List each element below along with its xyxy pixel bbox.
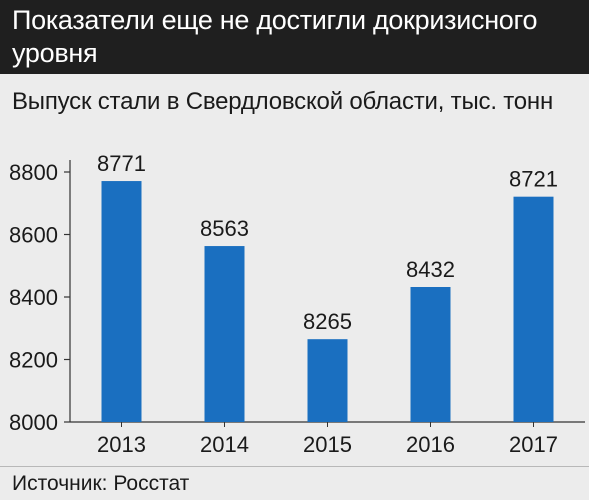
- x-tick-label: 2015: [303, 432, 352, 457]
- bar-value-label: 8721: [509, 167, 558, 192]
- chart-subtitle: Выпуск стали в Свердловской области, тыс…: [12, 88, 554, 115]
- bar-value-label: 8563: [200, 216, 249, 241]
- x-tick-label: 2016: [406, 432, 455, 457]
- y-tick-label: 8600: [9, 223, 58, 248]
- y-tick-label: 8800: [9, 160, 58, 185]
- y-tick-label: 8000: [9, 410, 58, 435]
- source-note: Источник: Росстат: [12, 472, 190, 495]
- x-tick-label: 2014: [200, 432, 249, 457]
- bar-chart-plot: 8000 8200 8400 8600 8800 8771 2013 8563 2014 8265…: [9, 151, 585, 457]
- bar: [410, 287, 451, 422]
- y-tick-label: 8400: [9, 285, 58, 310]
- bar: [513, 196, 554, 422]
- y-tick-label: 8200: [9, 348, 58, 373]
- bar: [204, 246, 245, 422]
- bar: [307, 339, 348, 422]
- bar-value-label: 8771: [97, 151, 146, 176]
- bar-value-label: 8432: [406, 257, 455, 282]
- chart-title-bar: Показатели еще не достигли докризисного …: [0, 0, 589, 74]
- bar: [101, 181, 142, 422]
- chart-title: Показатели еще не достигли докризисного …: [12, 5, 538, 68]
- x-tick-label: 2013: [97, 432, 146, 457]
- bar-value-label: 8265: [303, 309, 352, 334]
- footer-divider: [0, 466, 589, 467]
- x-tick-label: 2017: [509, 432, 558, 457]
